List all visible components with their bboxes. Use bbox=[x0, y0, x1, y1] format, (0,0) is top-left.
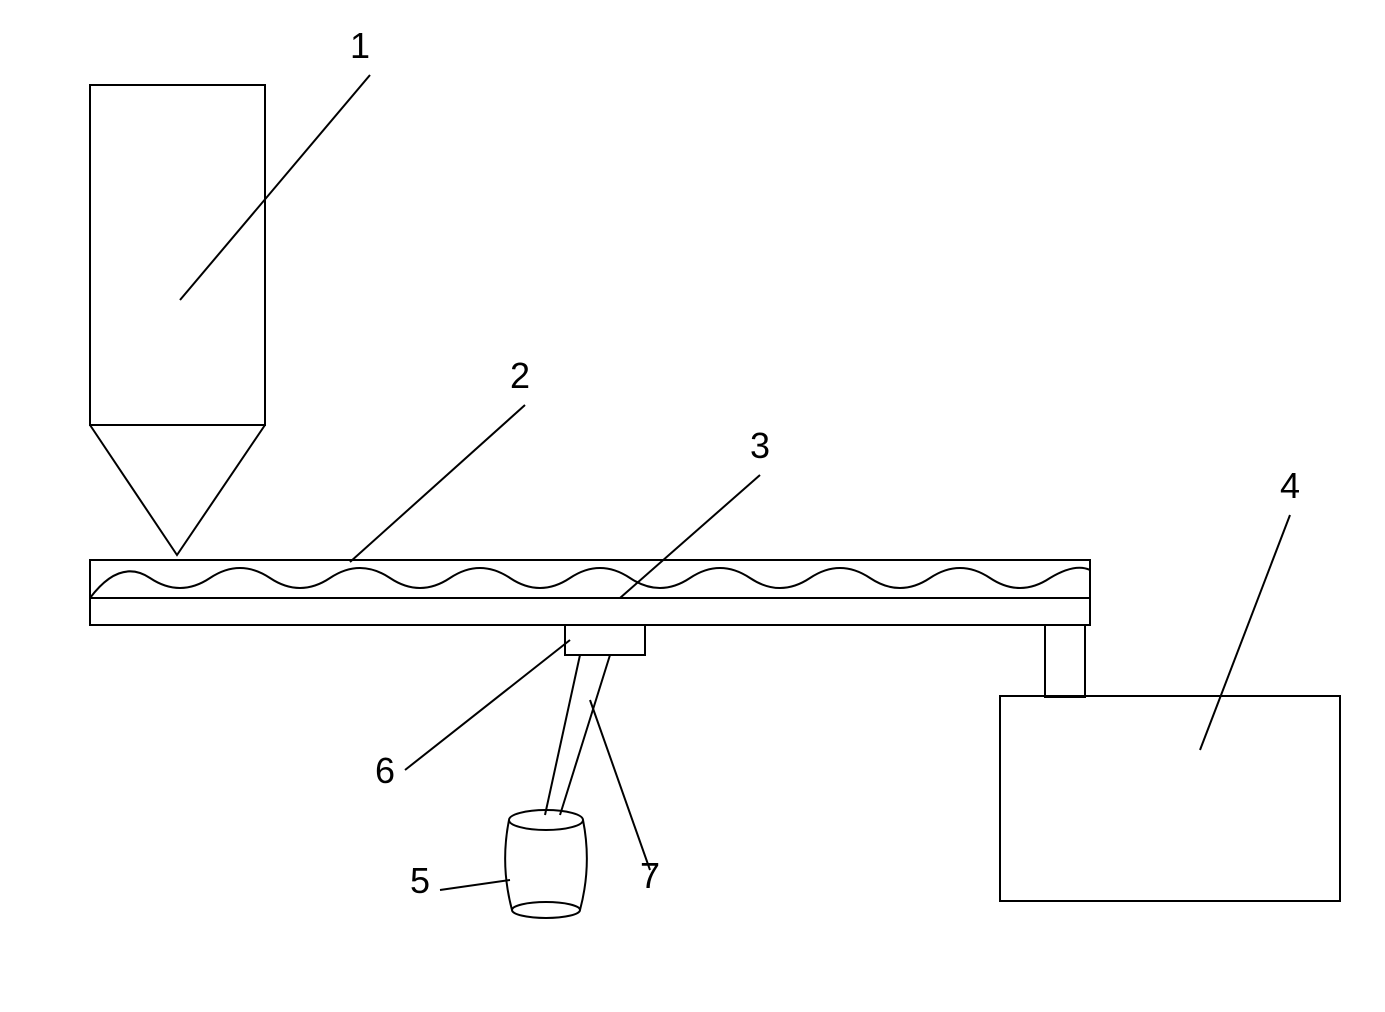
hopper bbox=[90, 85, 265, 555]
label-2: 2 bbox=[510, 355, 530, 397]
outlet-connector bbox=[1045, 625, 1085, 697]
leader-lines bbox=[180, 75, 1290, 890]
label-5: 5 bbox=[410, 860, 430, 902]
label-6: 6 bbox=[375, 750, 395, 792]
diagram-canvas bbox=[0, 0, 1385, 1012]
label-7: 7 bbox=[640, 855, 660, 897]
pipe bbox=[545, 655, 610, 815]
label-3: 3 bbox=[750, 425, 770, 467]
barrel bbox=[505, 810, 587, 918]
label-4: 4 bbox=[1280, 465, 1300, 507]
collection-box bbox=[1000, 696, 1340, 901]
connector-block bbox=[565, 625, 645, 655]
label-1: 1 bbox=[350, 25, 370, 67]
screw-wave bbox=[90, 568, 1090, 598]
